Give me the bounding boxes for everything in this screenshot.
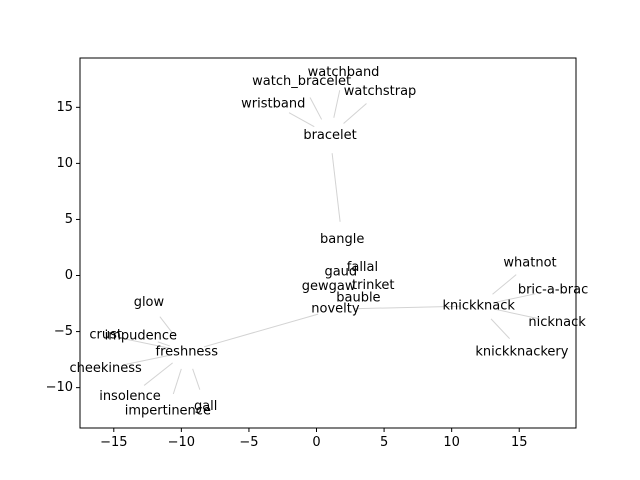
x-tick-label: 0 <box>312 435 320 450</box>
point-label: whatnot <box>503 256 556 271</box>
edge-bracelet-watchstrap <box>343 103 367 124</box>
y-tick-label: 5 <box>65 212 73 227</box>
y-axis: −10 −5 0 5 10 15 <box>46 100 80 395</box>
edge-bracelet-watch_bracelet <box>309 97 323 120</box>
y-tick-label: 0 <box>65 268 73 283</box>
point-label: cheekiness <box>70 361 143 376</box>
point-label: bric-a-brac <box>518 283 588 298</box>
point-label: crust <box>89 327 122 342</box>
point-label: bracelet <box>303 128 356 143</box>
y-tick-label: −10 <box>46 380 73 395</box>
point-label: knickknack <box>442 298 515 313</box>
y-tick-label: 15 <box>56 100 73 115</box>
x-tick-label: −5 <box>239 435 258 450</box>
point-label: watchband <box>308 65 380 80</box>
edge-knickknack-knickknackery <box>490 318 510 339</box>
edge-bracelet-wristband <box>288 112 315 128</box>
edge-bracelet-bangle <box>331 153 341 222</box>
edge-novelty-knickknack <box>353 305 461 310</box>
point-label: bauble <box>336 290 380 305</box>
edge-knickknack-bric-a-brac <box>496 293 536 303</box>
point-label: trinket <box>352 278 394 293</box>
x-tick-label: 5 <box>380 435 388 450</box>
point-label: gall <box>194 399 217 414</box>
y-tick-label: −5 <box>54 324 73 339</box>
point-label: nicknack <box>528 315 586 330</box>
edge-freshness-crust <box>123 338 170 349</box>
point-label: wristband <box>241 96 305 111</box>
point-label: impertinence <box>125 404 211 419</box>
x-tick-label: −15 <box>100 435 127 450</box>
edge-freshness-insolence <box>143 362 173 386</box>
edge-knickknack-nicknack <box>496 309 540 320</box>
point-label: gewgaw <box>302 279 356 294</box>
edge-novelty-freshness <box>203 313 319 348</box>
point-label: watchstrap <box>344 84 417 99</box>
point-label: novelty <box>311 302 360 317</box>
point-label: insolence <box>99 389 161 404</box>
y-tick-label: 10 <box>56 156 73 171</box>
x-tick-label: 15 <box>511 435 528 450</box>
edge-freshness-glow <box>159 316 177 338</box>
edge-freshness-cheekiness <box>123 354 170 366</box>
x-tick-label: −10 <box>168 435 195 450</box>
edge-bracelet-watchband <box>333 90 341 118</box>
point-label: bangle <box>320 232 364 247</box>
plot-frame <box>79 57 577 429</box>
point-label: gaud <box>324 265 357 280</box>
edge-freshness-gall <box>192 368 201 390</box>
point-label: glow <box>134 295 165 310</box>
x-axis: −15 −10 −5 0 5 10 15 <box>100 428 528 450</box>
point-label: freshness <box>156 344 219 359</box>
edge-freshness-impertinence <box>172 368 182 395</box>
edge-knickknack-whatnot <box>492 274 517 295</box>
x-tick-label: 10 <box>443 435 460 450</box>
point-label: fallal <box>347 260 378 275</box>
point-label: watch_bracelet <box>252 74 351 89</box>
point-label: impudence <box>105 329 177 344</box>
point-label: knickknackery <box>475 344 568 359</box>
edge-freshness-impudence <box>157 341 170 347</box>
edge-layer <box>123 90 540 395</box>
